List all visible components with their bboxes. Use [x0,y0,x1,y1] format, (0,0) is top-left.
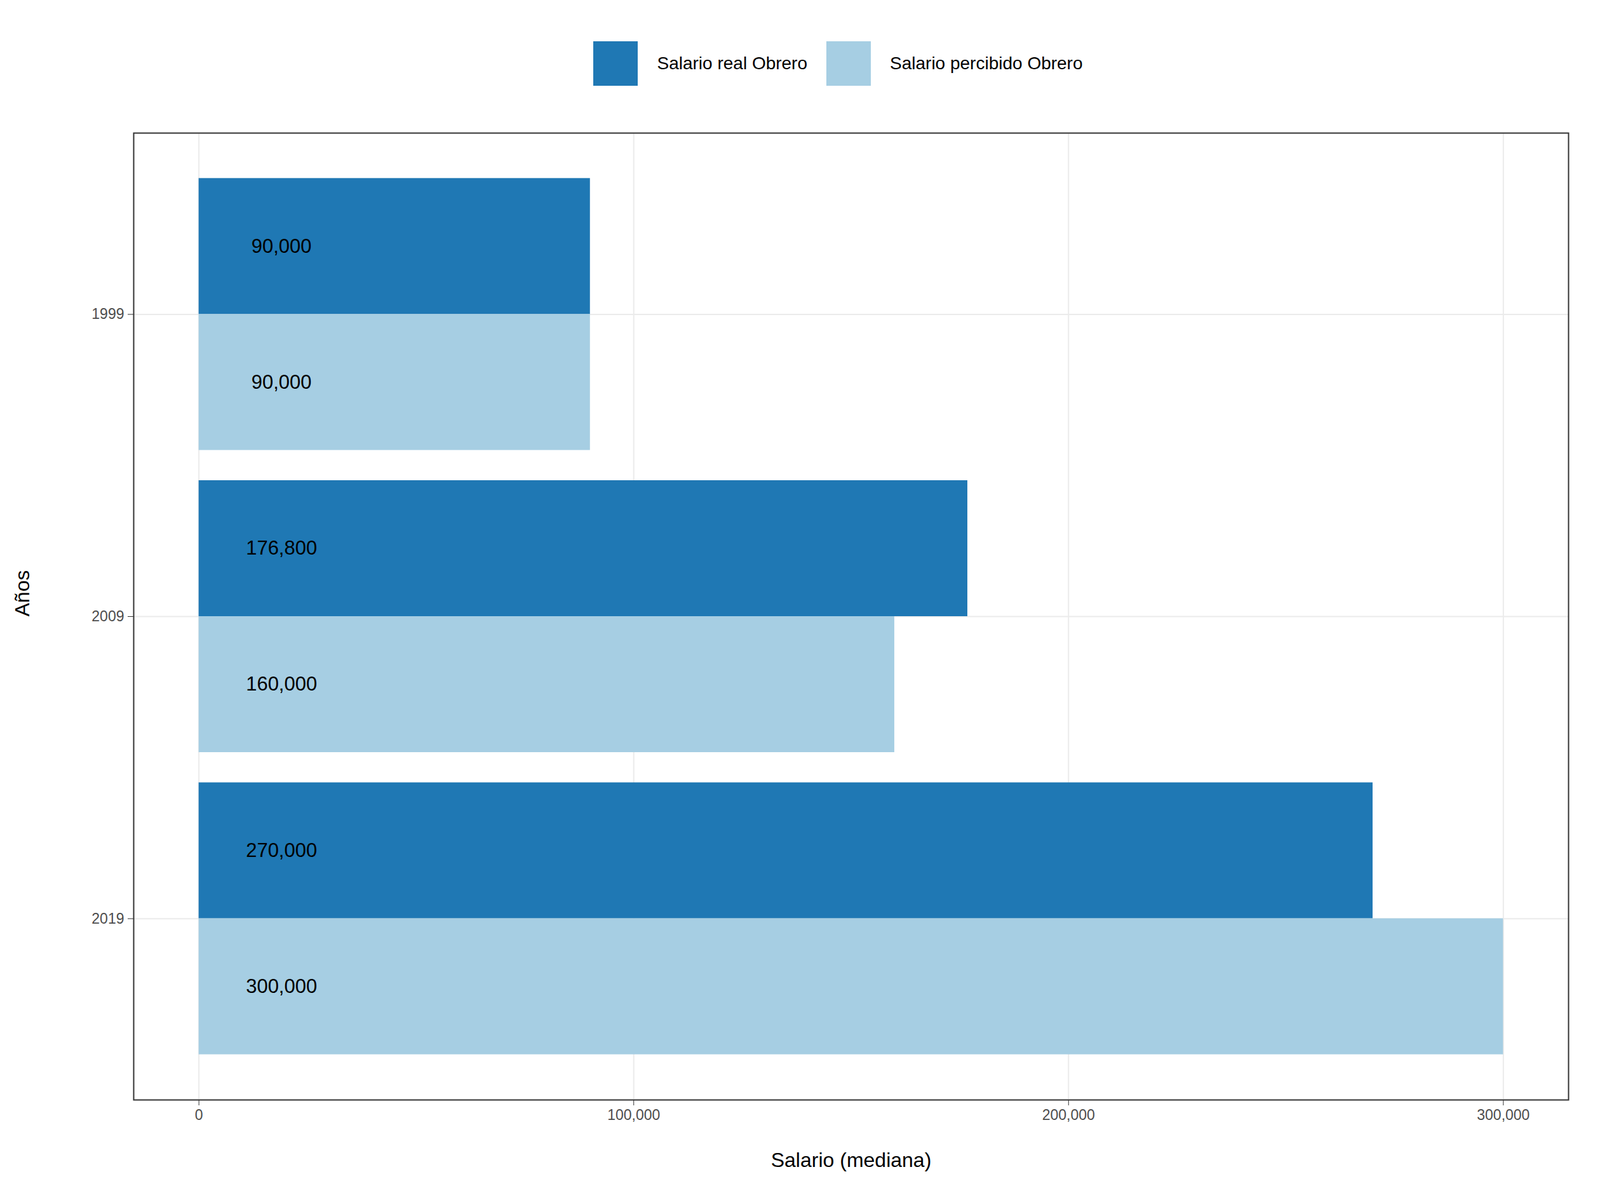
svg-text:1999: 1999 [91,305,124,323]
svg-text:270,000: 270,000 [245,839,317,862]
svg-text:0: 0 [194,1106,204,1123]
svg-text:Salario (mediana): Salario (mediana) [771,1148,932,1172]
html-text:Salario percibido Obrero: Salario percibido Obrero [889,53,1083,74]
svg-text:300,000: 300,000 [245,974,317,998]
svg-text:200,000: 200,000 [1042,1106,1096,1123]
svg-text:176,800: 176,800 [245,536,317,559]
svg-text:2019: 2019 [91,909,124,927]
svg-text:2009: 2009 [91,607,124,625]
svg-text:90,000: 90,000 [251,235,312,258]
svg-text:Años: Años [10,570,34,617]
svg-text:100,000: 100,000 [607,1106,660,1123]
svg-text:300,000: 300,000 [1476,1106,1530,1123]
svg-text:90,000: 90,000 [251,370,312,394]
svg-text:160,000: 160,000 [245,672,317,695]
html-text:Salario real Obrero: Salario real Obrero [657,53,808,74]
